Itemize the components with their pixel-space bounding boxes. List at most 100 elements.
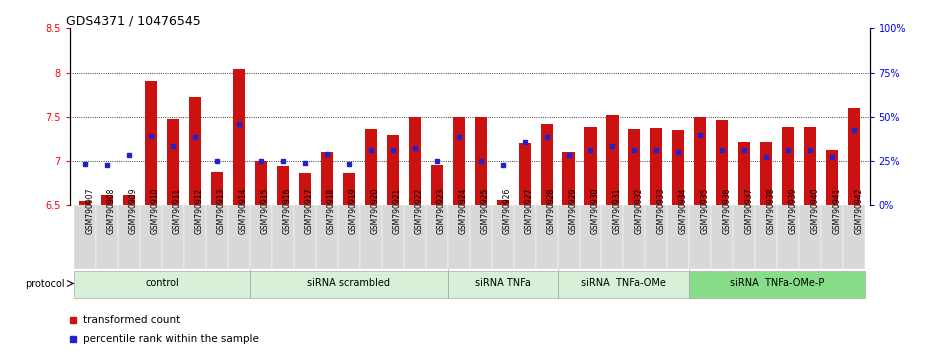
Text: GSM790931: GSM790931 <box>613 187 621 234</box>
Text: GSM790929: GSM790929 <box>568 187 578 234</box>
Bar <box>408 117 420 205</box>
Text: GSM790927: GSM790927 <box>525 187 534 234</box>
Text: GSM790908: GSM790908 <box>107 187 116 234</box>
Bar <box>844 205 865 269</box>
Bar <box>381 205 404 269</box>
Text: GSM790922: GSM790922 <box>415 187 424 234</box>
Bar <box>804 127 817 205</box>
Text: GSM790924: GSM790924 <box>458 187 468 234</box>
Bar <box>316 205 338 269</box>
Bar <box>232 69 245 205</box>
Bar <box>826 150 838 205</box>
Bar <box>206 205 228 269</box>
Text: control: control <box>145 279 179 289</box>
Text: GSM790909: GSM790909 <box>129 187 138 234</box>
Bar <box>848 108 860 205</box>
Bar <box>294 205 316 269</box>
Bar <box>579 205 602 269</box>
Bar <box>250 270 447 298</box>
Bar <box>668 205 689 269</box>
Bar <box>277 166 289 205</box>
Text: GSM790925: GSM790925 <box>481 187 489 234</box>
Bar <box>387 135 399 205</box>
Bar <box>74 270 250 298</box>
Bar <box>184 205 206 269</box>
Bar <box>689 205 711 269</box>
Text: GSM790941: GSM790941 <box>832 187 842 234</box>
Text: GSM790936: GSM790936 <box>723 187 731 234</box>
Text: GSM790916: GSM790916 <box>283 187 292 234</box>
Text: siRNA  TNFa-OMe: siRNA TNFa-OMe <box>581 279 666 289</box>
Bar <box>540 124 552 205</box>
Bar <box>162 205 184 269</box>
Bar <box>299 173 311 205</box>
Text: GDS4371 / 10476545: GDS4371 / 10476545 <box>66 14 201 27</box>
Bar <box>447 205 470 269</box>
Bar <box>343 173 355 205</box>
Bar <box>760 142 772 205</box>
Text: GSM790911: GSM790911 <box>173 187 182 234</box>
Bar <box>558 205 579 269</box>
Bar <box>74 205 96 269</box>
Text: percentile rank within the sample: percentile rank within the sample <box>83 333 259 344</box>
Bar <box>602 205 623 269</box>
Text: GSM790940: GSM790940 <box>810 187 819 234</box>
Text: GSM790914: GSM790914 <box>239 187 248 234</box>
Text: siRNA scrambled: siRNA scrambled <box>307 279 391 289</box>
Text: GSM790910: GSM790910 <box>151 187 160 234</box>
Text: GSM790915: GSM790915 <box>261 187 270 234</box>
Bar <box>211 172 223 205</box>
Bar <box>716 120 728 205</box>
Bar <box>470 205 492 269</box>
Bar <box>189 97 201 205</box>
Text: GSM790934: GSM790934 <box>678 187 687 234</box>
Bar <box>118 205 140 269</box>
Bar <box>360 205 381 269</box>
Text: GSM790918: GSM790918 <box>326 187 336 234</box>
Bar <box>584 127 596 205</box>
Bar <box>404 205 426 269</box>
Bar <box>426 205 447 269</box>
Bar <box>338 205 360 269</box>
Bar <box>453 117 465 205</box>
Bar <box>782 127 794 205</box>
Bar <box>140 205 162 269</box>
Bar <box>101 195 113 205</box>
Bar <box>645 205 668 269</box>
Bar <box>777 205 799 269</box>
Bar <box>321 152 333 205</box>
Text: GSM790926: GSM790926 <box>502 187 512 234</box>
Bar <box>799 205 821 269</box>
Text: siRNA TNFa: siRNA TNFa <box>474 279 530 289</box>
Bar <box>228 205 250 269</box>
Bar <box>167 120 179 205</box>
Text: GSM790907: GSM790907 <box>86 187 94 234</box>
Bar <box>431 165 443 205</box>
Bar <box>738 142 751 205</box>
Bar <box>821 205 844 269</box>
Bar <box>513 205 536 269</box>
Text: GSM790921: GSM790921 <box>392 187 402 234</box>
Bar <box>519 143 531 205</box>
Bar <box>497 200 509 205</box>
Bar <box>96 205 118 269</box>
Bar <box>250 205 272 269</box>
Bar <box>492 205 513 269</box>
Text: siRNA  TNFa-OMe-P: siRNA TNFa-OMe-P <box>730 279 825 289</box>
Text: GSM790930: GSM790930 <box>591 187 600 234</box>
Text: GSM790917: GSM790917 <box>305 187 313 234</box>
Text: GSM790920: GSM790920 <box>371 187 379 234</box>
Text: transformed count: transformed count <box>83 315 179 325</box>
Text: GSM790942: GSM790942 <box>854 187 863 234</box>
Text: GSM790913: GSM790913 <box>217 187 226 234</box>
Bar <box>145 81 157 205</box>
Bar <box>672 130 684 205</box>
Text: protocol: protocol <box>25 279 65 289</box>
Bar <box>563 152 575 205</box>
Bar <box>606 115 618 205</box>
Bar <box>695 117 707 205</box>
Text: GSM790935: GSM790935 <box>700 187 710 234</box>
Text: GSM790933: GSM790933 <box>657 187 666 234</box>
Bar <box>365 129 377 205</box>
Bar <box>689 270 865 298</box>
